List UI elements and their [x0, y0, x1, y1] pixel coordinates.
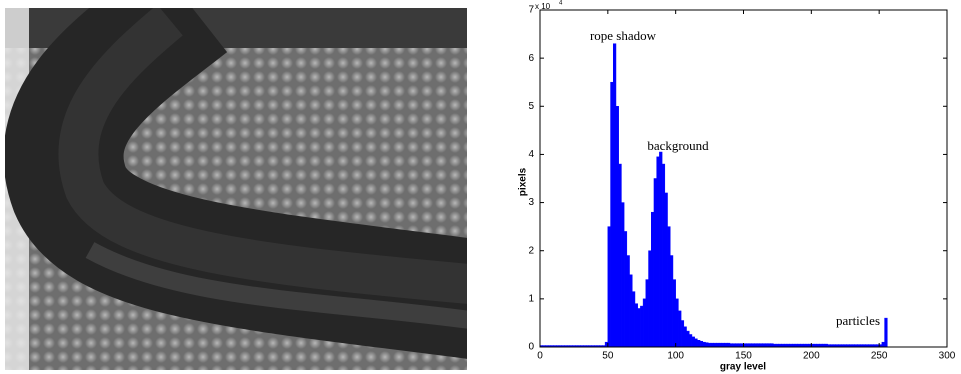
- x-tick-label: 300: [939, 351, 956, 362]
- y-axis-label: pixels: [518, 167, 529, 196]
- bar: [632, 291, 636, 348]
- bar: [615, 106, 619, 348]
- bar: [634, 303, 638, 348]
- bar: [642, 298, 647, 348]
- x-tick-label: 150: [735, 351, 752, 362]
- bar: [759, 343, 763, 348]
- bar: [726, 342, 731, 348]
- bar: [680, 320, 685, 348]
- plot-frame: [539, 9, 948, 348]
- bar: [770, 343, 774, 348]
- bar: [705, 342, 709, 348]
- y-tick-label: 5: [528, 101, 534, 112]
- annotation: rope shadow: [590, 28, 657, 43]
- bar: [661, 163, 666, 348]
- bar: [884, 317, 888, 348]
- multiplier-exponent: 4: [559, 1, 563, 7]
- bar: [667, 226, 671, 348]
- x-tick-label: 50: [602, 351, 614, 362]
- bar: [737, 343, 742, 348]
- bar: [618, 163, 622, 348]
- bar: [732, 343, 736, 348]
- bar: [710, 342, 714, 348]
- bar: [764, 343, 769, 348]
- bar: [656, 156, 660, 348]
- bar: [678, 310, 682, 348]
- y-tick-label: 0: [528, 342, 534, 353]
- y-tick-label: 4: [528, 149, 534, 160]
- y-tick-label: 2: [528, 245, 534, 256]
- bar: [672, 279, 676, 348]
- y-tick-label: 1: [528, 293, 534, 304]
- bar: [686, 330, 690, 348]
- bar: [697, 340, 701, 348]
- bar: [648, 250, 652, 348]
- bar: [762, 343, 766, 348]
- x-tick-label: 200: [803, 351, 820, 362]
- x-tick-label: 100: [667, 351, 684, 362]
- bar: [623, 231, 628, 348]
- bar: [713, 342, 717, 348]
- bar: [702, 341, 706, 348]
- photo: [5, 8, 467, 370]
- x-tick-label: 250: [871, 351, 888, 362]
- bar: [881, 341, 885, 348]
- annotation: particles: [836, 313, 880, 328]
- bar: [683, 326, 687, 348]
- bar: [637, 308, 641, 348]
- bar: [613, 43, 617, 348]
- bar: [607, 226, 611, 348]
- bar: [621, 202, 625, 348]
- bar: [626, 255, 630, 348]
- y-tick-label: 7: [528, 5, 534, 16]
- bar: [756, 343, 761, 348]
- bar: [669, 255, 674, 348]
- bar: [694, 338, 698, 348]
- annotation: background: [647, 138, 709, 153]
- x-tick-label: 0: [537, 351, 543, 362]
- bar: [748, 343, 752, 348]
- bar: [718, 342, 723, 348]
- bar: [645, 279, 649, 348]
- bar: [664, 192, 668, 348]
- bar: [688, 334, 693, 348]
- bar: [629, 274, 633, 348]
- bar: [716, 342, 720, 348]
- x-axis-label: gray level: [720, 362, 766, 373]
- bar: [724, 342, 728, 348]
- bar: [653, 178, 657, 348]
- bar: [699, 340, 704, 348]
- bar: [659, 151, 663, 348]
- multiplier: x 10: [535, 2, 551, 11]
- bar: [640, 305, 644, 348]
- y-tick-label: 6: [528, 53, 534, 64]
- bar: [754, 343, 758, 348]
- bar: [610, 81, 614, 348]
- bar: [721, 342, 725, 348]
- bar: [729, 343, 733, 348]
- bar: [735, 343, 739, 348]
- bar: [675, 298, 679, 348]
- bar: [751, 343, 755, 348]
- y-tick-label: 3: [528, 197, 534, 208]
- bar: [707, 342, 712, 348]
- bar: [650, 211, 655, 348]
- bar: [745, 343, 750, 348]
- bar: [691, 336, 695, 348]
- bar: [767, 343, 771, 348]
